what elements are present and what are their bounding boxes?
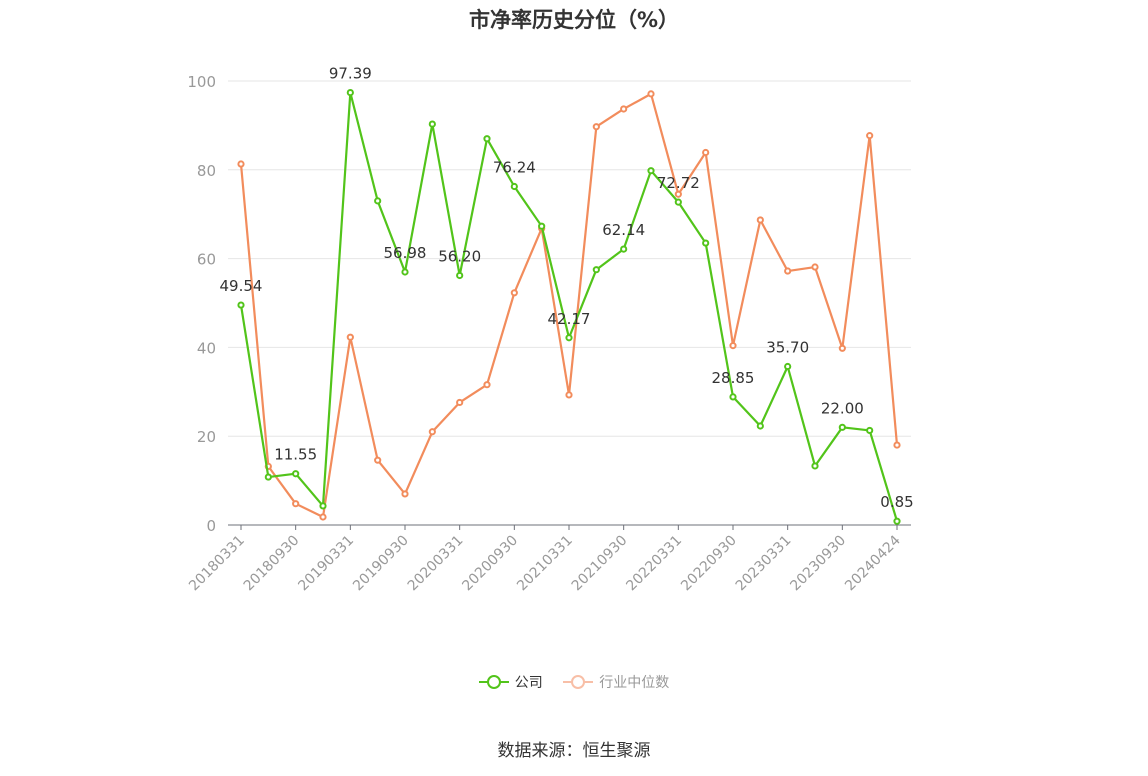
data-source-note: 数据来源：恒生聚源	[497, 741, 651, 761]
data-point	[456, 271, 464, 280]
data-point	[893, 517, 901, 525]
data-point	[729, 342, 737, 350]
y-tick-label: 20	[197, 428, 216, 446]
data-label: 0.85	[880, 493, 913, 511]
data-point	[510, 182, 518, 191]
chart-title: 市净率历史分位（%）	[468, 8, 680, 32]
x-tick-label: 20210331	[514, 533, 576, 595]
y-tick-label: 40	[197, 339, 216, 357]
data-point	[237, 160, 245, 168]
data-label: 49.54	[220, 277, 263, 295]
data-point	[292, 500, 300, 508]
data-point	[838, 423, 846, 431]
x-tick-label: 20240424	[842, 532, 904, 594]
data-label: 76.24	[493, 158, 536, 176]
data-point	[538, 222, 546, 230]
data-point	[456, 398, 464, 407]
data-point	[756, 422, 764, 430]
data-point	[592, 266, 600, 274]
x-tick-label: 20220930	[678, 533, 740, 595]
data-point	[756, 216, 764, 224]
data-label: 62.14	[602, 221, 645, 239]
data-point	[702, 148, 710, 157]
data-point	[237, 301, 245, 309]
legend-line-circle-icon	[478, 674, 509, 690]
x-tick-label: 20190331	[295, 533, 357, 595]
data-point	[811, 263, 819, 271]
data-point	[893, 441, 901, 449]
x-tick-label: 20230331	[733, 533, 795, 595]
data-point	[428, 428, 436, 436]
data-point	[592, 123, 600, 131]
data-point	[483, 135, 491, 143]
x-tick-label: 20200331	[405, 533, 467, 595]
data-point	[401, 490, 409, 498]
data-point	[838, 344, 846, 352]
y-tick-label: 100	[187, 73, 216, 91]
legend-item-industry-median[interactable]: 行业中位数	[563, 672, 669, 692]
data-label: 72.72	[657, 174, 700, 192]
data-point	[784, 362, 792, 371]
x-tick-label: 20190930	[350, 533, 412, 595]
data-point	[510, 289, 518, 297]
data-label: 22.00	[821, 399, 864, 417]
legend-line-circle-icon	[563, 674, 594, 690]
x-tick-label: 20180930	[241, 533, 303, 595]
data-point	[401, 268, 409, 276]
data-point	[674, 190, 682, 198]
data-label: 97.39	[329, 65, 372, 83]
legend-label-industry-median: 行业中位数	[599, 675, 670, 691]
data-label: 28.85	[712, 369, 755, 387]
data-point	[483, 381, 491, 389]
grid-lines	[228, 80, 911, 437]
series-lines	[237, 88, 901, 525]
data-labels: 49.54 11.55 97.39 56.98 56.20 76.24 42.17 62.14…	[220, 65, 914, 512]
series-line	[239, 92, 899, 519]
data-label: 56.20	[438, 247, 481, 265]
data-point	[565, 334, 573, 342]
data-point	[702, 239, 710, 247]
y-tick-label: 0	[206, 517, 216, 535]
data-point	[292, 470, 300, 478]
x-tick-label: 20210930	[569, 533, 631, 595]
x-tick-label: 20230930	[787, 533, 849, 595]
x-tick-label: 20220331	[623, 533, 685, 595]
legend-item-company[interactable]: 公司	[478, 672, 543, 692]
data-point	[674, 198, 682, 206]
y-tick-label: 80	[197, 162, 216, 180]
x-tick-label: 20180331	[186, 533, 248, 595]
data-point	[647, 90, 655, 98]
legend-label-company: 公司	[514, 675, 543, 691]
data-point	[620, 245, 628, 253]
data-point	[620, 105, 628, 113]
data-point	[784, 267, 792, 275]
data-label: 11.55	[274, 446, 317, 464]
data-label: 42.17	[548, 310, 591, 328]
data-label: 56.98	[384, 244, 427, 262]
data-point	[374, 456, 382, 464]
line-chart: 0 20 40 60 80 100 2018033120180930201903312019…	[186, 65, 914, 595]
data-point	[374, 197, 382, 205]
data-point	[866, 426, 874, 435]
data-point	[346, 88, 354, 97]
data-point	[565, 391, 573, 399]
axes: 0 20 40 60 80 100 2018033120180930201903312019…	[186, 73, 911, 594]
data-point	[647, 167, 655, 175]
y-tick-label: 60	[197, 251, 216, 269]
data-point	[729, 393, 737, 401]
series-line	[239, 91, 899, 522]
data-label: 35.70	[766, 338, 809, 356]
data-point	[428, 120, 436, 128]
data-point	[319, 502, 327, 510]
legend: 公司 行业中位数	[0, 672, 1148, 694]
data-point	[811, 462, 819, 470]
data-point	[319, 513, 327, 521]
x-tick-label: 20200930	[459, 533, 521, 595]
data-point	[264, 473, 272, 481]
data-point	[866, 132, 874, 140]
data-point	[346, 333, 354, 341]
